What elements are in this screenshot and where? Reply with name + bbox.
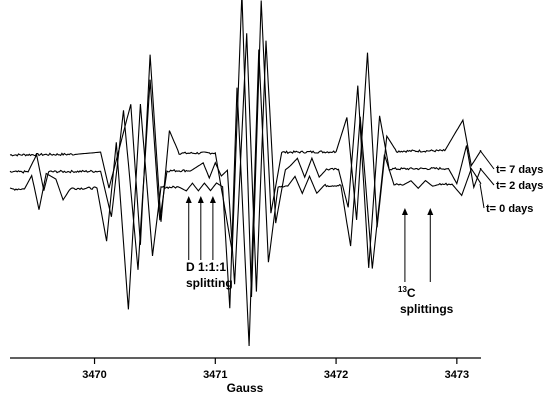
x-tick-label-3471: 3471 (203, 369, 227, 381)
annotation-13c-superscript: 13 (398, 285, 407, 294)
series-label-connector-0 (479, 150, 495, 170)
x-axis-ticks: 3470 3471 3472 3473 (82, 358, 469, 381)
arrow-d-splitting-0 (185, 196, 192, 260)
annotation-13c-main: C (407, 286, 416, 300)
annotation-d-line2: splitting (186, 276, 233, 290)
arrow-d-splitting-1 (197, 196, 204, 260)
x-tick-label-3472: 3472 (324, 369, 348, 381)
x-axis-title: Gauss (227, 381, 264, 394)
arrow-d-splitting-2 (209, 196, 216, 260)
series-label-7-days: t= 7 days (496, 164, 543, 176)
series-labels: t= 7 days t= 2 days t= 0 days (486, 164, 543, 215)
series-label-connector-2 (479, 183, 485, 209)
x-tick-label-3470: 3470 (82, 369, 106, 381)
annotation-13c-line1: 13C (398, 285, 416, 300)
series-label-0-days: t= 0 days (486, 203, 533, 215)
annotation-d-splitting: D 1:1:1 splitting (186, 260, 233, 290)
annotation-13c-line2: splittings (400, 302, 454, 316)
annotation-d-line1: D 1:1:1 (186, 260, 226, 274)
arrow-13c-splitting-1 (427, 208, 434, 282)
annotation-arrows (185, 196, 434, 282)
series-trace-2 (9, 49, 482, 347)
x-tick-label-3473: 3473 (445, 369, 469, 381)
arrow-13c-splitting-0 (401, 208, 408, 282)
series-label-connector-1 (479, 167, 495, 186)
series-trace-0 (9, 0, 482, 298)
plot-area (9, 0, 495, 347)
series-trace-1 (9, 33, 482, 292)
annotation-13c-splittings: 13C splittings (398, 285, 454, 316)
series-label-2-days: t= 2 days (496, 180, 543, 192)
